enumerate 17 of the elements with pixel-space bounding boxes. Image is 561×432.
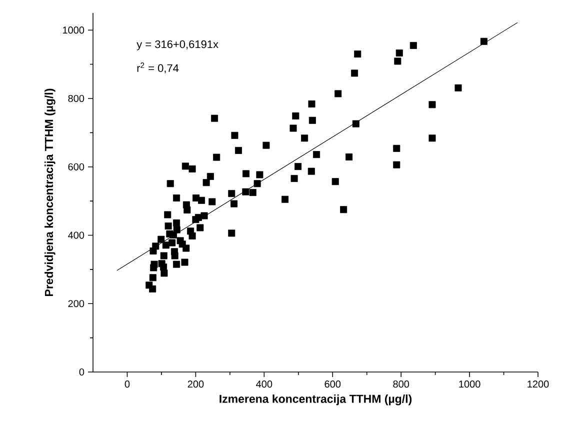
x-tick-label: 800 bbox=[393, 380, 410, 388]
y-tick-label: 600 bbox=[68, 163, 84, 170]
x-tick-label: 400 bbox=[256, 380, 272, 388]
x-tick-label: 200 bbox=[188, 380, 204, 388]
x-tick-label: 0 bbox=[124, 380, 130, 388]
y-tick-label: 800 bbox=[68, 94, 84, 102]
x-tick-label: 600 bbox=[324, 380, 341, 388]
y-tick-label: 200 bbox=[68, 300, 84, 308]
y-axis-title: Predvidjena koncentracija TTHM (µg/l) bbox=[44, 88, 56, 296]
y-tick-label: 0 bbox=[79, 368, 84, 376]
y-tick-label: 1000 bbox=[62, 26, 84, 34]
y-tick-label: 400 bbox=[68, 232, 84, 239]
annotation: r$^{2}$ = 0,74 bbox=[137, 62, 179, 74]
annotation: y = 316+0,6191x bbox=[136, 40, 218, 50]
x-tick-label: 1000 bbox=[459, 380, 480, 388]
x-axis-title: Izmerena koncentracija TTHM (µg/l) bbox=[220, 394, 412, 406]
x-tick-label: 1200 bbox=[528, 380, 549, 388]
